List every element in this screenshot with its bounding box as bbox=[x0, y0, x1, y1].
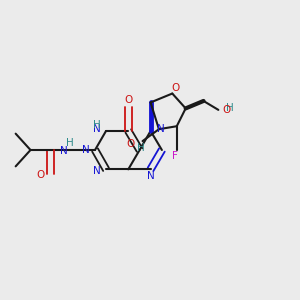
Text: H: H bbox=[137, 142, 145, 153]
Text: O: O bbox=[124, 95, 132, 105]
Text: O: O bbox=[222, 106, 230, 116]
Text: N: N bbox=[93, 124, 101, 134]
Text: O: O bbox=[126, 139, 134, 149]
Text: O: O bbox=[171, 83, 179, 93]
Text: F: F bbox=[172, 151, 178, 161]
Text: N: N bbox=[147, 171, 154, 181]
Text: N: N bbox=[93, 166, 101, 176]
Text: H: H bbox=[93, 120, 101, 130]
Text: H: H bbox=[226, 103, 233, 113]
Text: H: H bbox=[67, 139, 74, 148]
Text: N: N bbox=[82, 145, 90, 155]
Text: N: N bbox=[157, 124, 164, 134]
Text: N: N bbox=[60, 146, 68, 156]
Text: O: O bbox=[36, 170, 44, 180]
